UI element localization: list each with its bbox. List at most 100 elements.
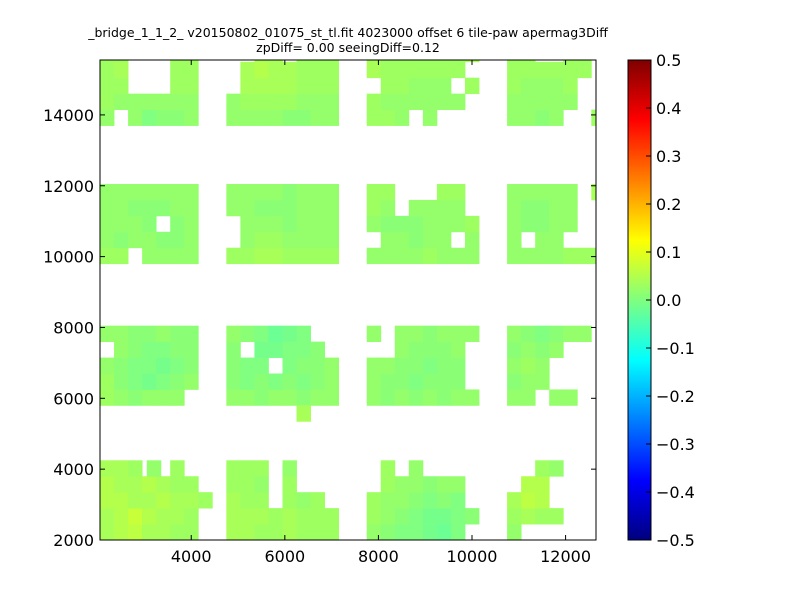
heatmap-cell [226, 357, 241, 374]
heatmap-cell [521, 389, 536, 406]
heatmap-cell [282, 183, 297, 201]
heatmap-cell [226, 109, 241, 126]
heatmap-cell [507, 199, 522, 217]
heatmap-cell [184, 341, 199, 358]
heatmap-cell [240, 460, 255, 477]
heatmap-cell [436, 508, 452, 525]
heatmap-cell [226, 93, 241, 110]
heatmap-cell [226, 373, 241, 390]
heatmap-cell [380, 476, 396, 493]
colorbar-tick-label: −0.2 [656, 387, 695, 406]
heatmap-cell [268, 341, 283, 358]
heatmap-cell [324, 231, 340, 249]
heatmap-cell [380, 389, 396, 406]
heatmap-cell [128, 476, 143, 493]
heatmap-cell [128, 389, 143, 406]
heatmap-cell [100, 231, 115, 249]
heatmap-cell [226, 492, 241, 509]
heatmap-cell [366, 357, 382, 374]
heatmap-cell [450, 61, 466, 79]
heatmap-cell [114, 215, 129, 233]
heatmap-cell [170, 93, 185, 110]
heatmap-cell [535, 93, 550, 110]
heatmap-cell [408, 476, 424, 493]
heatmap-cell [535, 373, 550, 390]
heatmap-cell [184, 109, 199, 126]
heatmap-cell [114, 199, 129, 217]
heatmap-cell [408, 231, 424, 249]
heatmap-cell [240, 508, 255, 525]
plot-frame [99, 59, 597, 541]
heatmap-cell [535, 61, 550, 79]
heatmap-cell [380, 524, 396, 540]
heatmap-cell [254, 215, 269, 233]
heatmap-cell [268, 508, 283, 525]
heatmap-cell [184, 231, 199, 249]
heatmap-cell [268, 77, 283, 95]
heatmap-cell [324, 215, 340, 233]
heatmap-cell [156, 183, 171, 201]
heatmap-cell [380, 109, 396, 126]
heatmap-cell [100, 183, 115, 201]
heatmap-cell [549, 460, 564, 477]
heatmap-cell [142, 247, 157, 265]
heatmap-cell [170, 325, 185, 343]
heatmap-cell [100, 109, 115, 126]
heatmap-cell [450, 357, 466, 374]
heatmap-cell [254, 77, 269, 95]
heatmap-cell [450, 93, 466, 110]
heatmap-cell [128, 183, 143, 201]
heatmap-cell [100, 357, 115, 374]
heatmap-cell [380, 460, 396, 477]
heatmap-cell [268, 199, 283, 217]
heatmap-cell [282, 341, 297, 358]
heatmap-cell [268, 60, 283, 63]
colorbar-tick-label: 0.3 [656, 147, 681, 166]
heatmap-cell [170, 60, 185, 63]
heatmap-cell [282, 231, 297, 249]
heatmap-cell [142, 389, 157, 406]
heatmap-cell [324, 524, 340, 540]
heatmap-cell [114, 93, 129, 110]
heatmap-cell [549, 109, 564, 126]
heatmap-cell [464, 508, 480, 525]
heatmap-cell [450, 508, 466, 525]
heatmap-cell [310, 492, 326, 509]
heatmap-cell [535, 183, 550, 201]
heatmap-cell [254, 357, 269, 374]
heatmap-cell [549, 247, 564, 265]
heatmap-cell [521, 93, 536, 110]
heatmap-cell [170, 460, 185, 477]
heatmap-cell [240, 77, 255, 95]
heatmap-cell [240, 389, 255, 406]
heatmap-cell [170, 183, 185, 201]
heatmap-cell [282, 247, 297, 265]
heatmap-cell [254, 60, 269, 63]
heatmap-cell [464, 389, 480, 406]
heatmap-cell [282, 460, 297, 477]
heatmap-cell [450, 341, 466, 358]
heatmap-cell [142, 373, 157, 390]
heatmap-cell [535, 476, 550, 493]
heatmap-cell [507, 492, 522, 509]
heatmap-cell [296, 199, 311, 217]
heatmap-cell [296, 405, 311, 422]
heatmap-cell [535, 325, 550, 343]
heatmap-cell [184, 524, 199, 540]
heatmap-cell [535, 460, 550, 477]
heatmap-cell [380, 231, 396, 249]
heatmap-cell [577, 60, 592, 63]
heatmap-cell [170, 77, 185, 95]
heatmap-cell [436, 61, 452, 79]
heatmap-cell [408, 357, 424, 374]
heatmap-cell [184, 357, 199, 374]
heatmap-cell [422, 476, 438, 493]
heatmap-cell [170, 215, 185, 233]
heatmap-cell [507, 373, 522, 390]
heatmap-cell [591, 183, 596, 201]
heatmap-cell [436, 325, 452, 343]
heatmap-cell [296, 389, 311, 406]
heatmap-cell [310, 231, 326, 249]
heatmap-cell [563, 183, 578, 201]
